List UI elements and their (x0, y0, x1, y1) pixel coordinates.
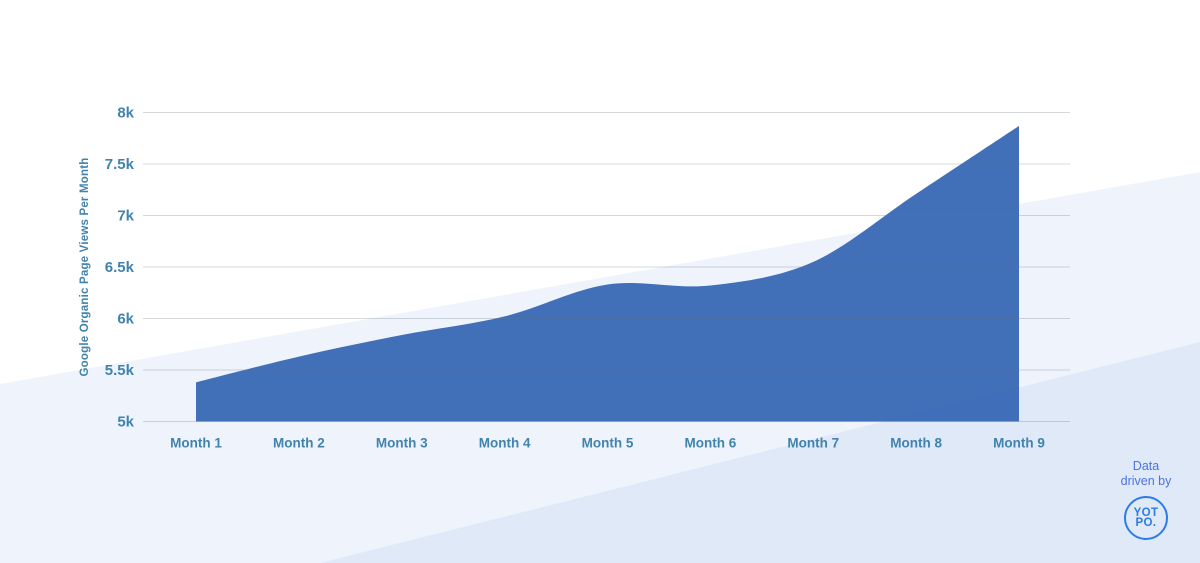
gridlines (143, 112, 1070, 422)
x-category-label: Month 6 (685, 436, 737, 451)
y-tick-label: 7.5k (105, 156, 135, 173)
yotpo-logo-icon: YOT PO. (1124, 496, 1168, 540)
x-category-label: Month 9 (993, 436, 1045, 451)
x-category-label: Month 4 (479, 436, 531, 451)
area-series (196, 125, 1019, 422)
y-axis-title: Google Organic Page Views Per Month (79, 158, 91, 377)
x-category-label: Month 2 (273, 436, 325, 451)
y-tick-label: 7k (117, 208, 134, 225)
x-axis-category-labels: Month 1 Month 2 Month 3 Month 4 Month 5 Month… (170, 436, 1045, 451)
yotpo-logo-text-line2: PO. (1135, 517, 1157, 529)
y-tick-label: 8k (117, 105, 134, 122)
data-driven-by-badge: Data driven by YOT PO. (1096, 459, 1196, 540)
y-tick-label: 6.5k (105, 259, 135, 276)
y-axis-tick-labels: 5k 5.5k 6k 6.5k 7k 7.5k 8k (105, 105, 135, 431)
yotpo-logo-text-line1: YOT (1133, 506, 1159, 519)
badge-text-line2: driven by (1120, 474, 1172, 488)
x-category-label: Month 5 (582, 436, 634, 451)
x-category-label: Month 1 (170, 436, 222, 451)
y-tick-label: 5k (117, 414, 134, 431)
x-category-label: Month 8 (890, 436, 942, 451)
y-tick-label: 5.5k (105, 362, 135, 379)
y-tick-label: 6k (117, 311, 134, 328)
badge-text-line1: Data (1132, 459, 1160, 473)
x-category-label: Month 3 (376, 436, 428, 451)
x-category-label: Month 7 (787, 436, 839, 451)
